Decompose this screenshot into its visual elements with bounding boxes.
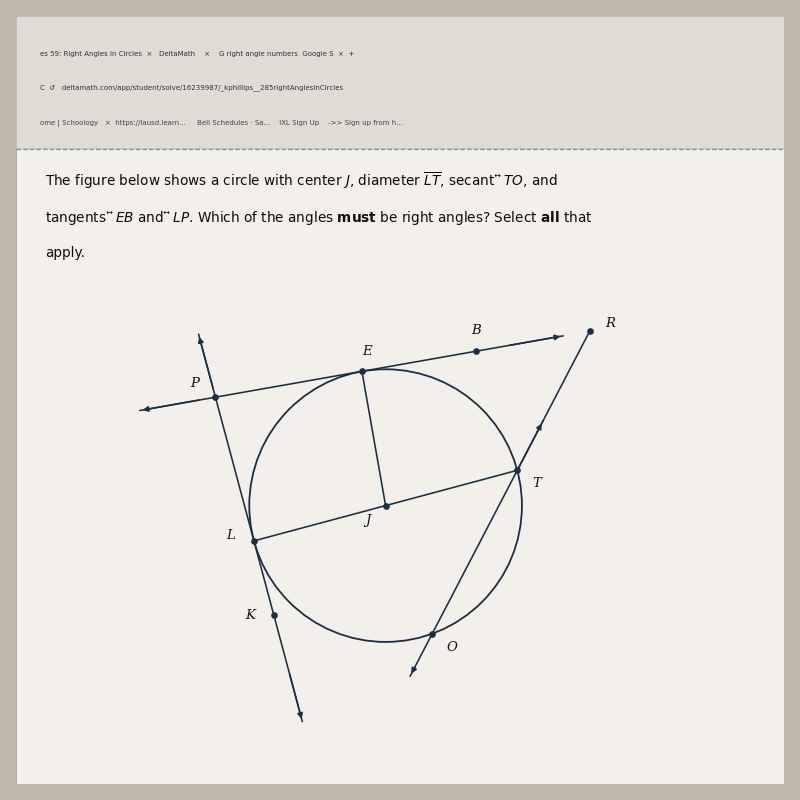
Text: es 59: Right Angles in Circles  ×   DeltaMath    ×    G right angle numbers  Goo: es 59: Right Angles in Circles × DeltaMa… xyxy=(40,51,354,58)
Text: T: T xyxy=(532,478,541,490)
Text: B: B xyxy=(471,324,481,337)
Text: ome | Schoology   ×  https://lausd.learn...     Bell Schedules · Sa...    IXL Si: ome | Schoology × https://lausd.learn...… xyxy=(40,120,403,127)
Text: E: E xyxy=(362,345,371,358)
Text: P: P xyxy=(190,378,198,390)
FancyBboxPatch shape xyxy=(16,16,784,149)
Text: J: J xyxy=(366,514,371,527)
Text: L: L xyxy=(226,529,235,542)
Text: O: O xyxy=(446,641,457,654)
Text: tangents $\overleftrightarrow{EB}$ and $\overleftrightarrow{LP}$. Which of the a: tangents $\overleftrightarrow{EB}$ and $… xyxy=(45,209,592,226)
FancyBboxPatch shape xyxy=(16,16,784,784)
Text: The figure below shows a circle with center $J$, diameter $\overline{LT}$, secan: The figure below shows a circle with cen… xyxy=(45,171,558,191)
Text: apply.: apply. xyxy=(45,246,85,260)
Text: R: R xyxy=(605,317,615,330)
Text: C  ↺   deltamath.com/app/student/solve/16239987/_kphillips__285rightAnglesInCirc: C ↺ deltamath.com/app/student/solve/1623… xyxy=(40,85,343,91)
Text: K: K xyxy=(245,609,254,622)
